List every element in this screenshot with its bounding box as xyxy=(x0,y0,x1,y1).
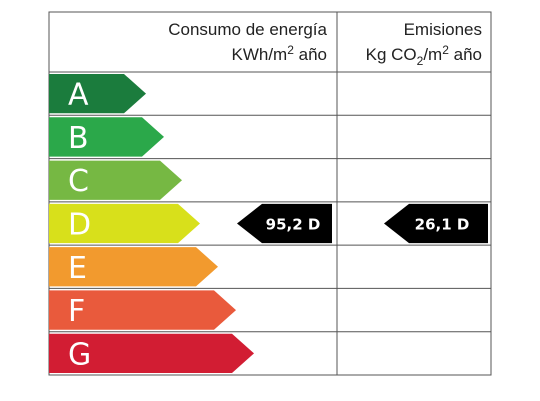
emissions-indicator xyxy=(384,203,488,244)
rating-arrow xyxy=(49,160,182,200)
energy-value: 95,2 D xyxy=(266,216,321,234)
rating-letter: A xyxy=(68,78,89,113)
rating-letter: G xyxy=(68,337,91,372)
unit-sub: 2 xyxy=(417,54,424,68)
unit-text: año xyxy=(294,45,327,64)
emissions-unit: Kg CO2/m2 año xyxy=(366,43,482,68)
energy-unit: KWh/m2 año xyxy=(231,43,327,64)
emissions-value: 26,1 D xyxy=(415,216,470,234)
unit-text: Kg CO xyxy=(366,45,417,64)
rating-letter: D xyxy=(68,208,91,243)
unit-sup: 2 xyxy=(442,43,449,57)
energy-indicator xyxy=(237,203,332,244)
emissions-header: Emisiones xyxy=(404,20,482,39)
rating-letter: B xyxy=(68,121,89,156)
unit-text: KWh/m xyxy=(231,45,287,64)
rating-arrow xyxy=(49,247,218,287)
rating-arrow xyxy=(49,74,146,114)
rating-letter: C xyxy=(68,164,89,199)
rating-letter: E xyxy=(68,251,87,286)
rating-arrow xyxy=(49,203,200,244)
rating-arrow xyxy=(49,290,236,330)
unit-text: año xyxy=(449,45,482,64)
unit-text: /m xyxy=(423,45,442,64)
rating-letter: F xyxy=(68,294,85,329)
unit-sup: 2 xyxy=(287,43,294,57)
energy-header: Consumo de energía xyxy=(168,20,327,39)
rating-arrow xyxy=(49,333,254,373)
rating-arrow xyxy=(49,117,164,157)
